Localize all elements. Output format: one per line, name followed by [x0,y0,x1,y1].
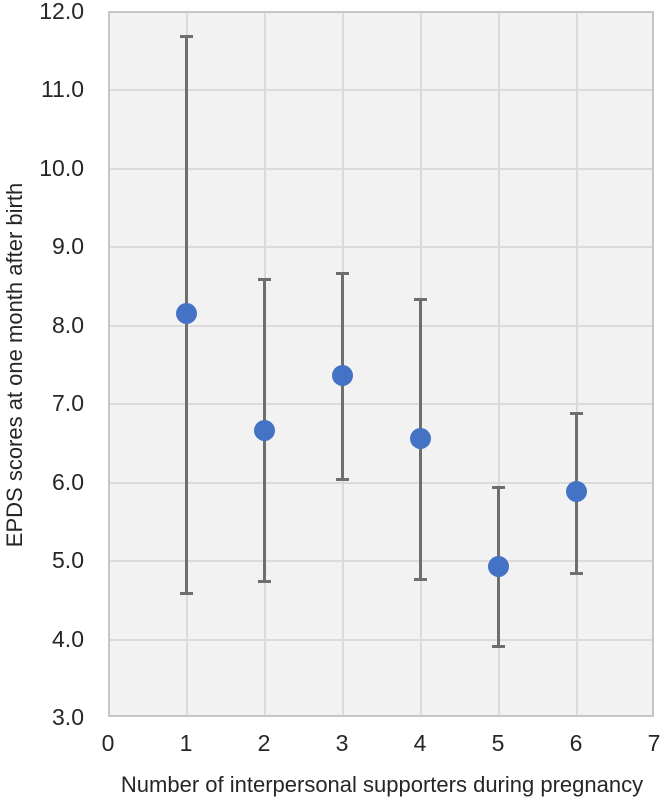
y-axis-tick-label: 3.0 [52,704,84,730]
data-point [331,365,353,387]
vertical-gridline [498,13,500,715]
y-axis-tick-label: 11.0 [40,76,84,103]
x-axis-title: Number of interpersonal supporters durin… [120,772,644,797]
error-bar-cap-top [491,486,505,490]
horizontal-gridline [110,481,652,484]
error-bar-cap-top [413,297,427,301]
error-bar-cap-bottom [569,572,583,576]
horizontal-gridline [110,403,652,406]
vertical-gridline [576,13,578,715]
x-axis-tick-label: 6 [569,730,583,756]
x-axis-tick-label: 0 [101,730,115,756]
horizontal-gridline [110,324,652,327]
y-axis-tick-label: 8.0 [52,311,84,338]
x-axis-tick-label: 2 [257,730,271,756]
error-bar-cap-top [335,271,349,275]
y-axis-tick-label: 4.0 [52,625,84,652]
data-point [409,428,431,450]
x-axis-tick-label: 5 [491,730,505,756]
data-point [175,302,197,324]
data-point [253,420,275,442]
horizontal-gridline [110,167,652,170]
y-axis-tick-label: 6.0 [52,468,84,495]
error-bar-cap-bottom [413,577,427,581]
error-bar-cap-top [569,411,583,415]
data-point [487,555,509,577]
horizontal-gridline [110,638,652,641]
y-axis-tick-label: 7.0 [52,390,84,417]
y-axis-tick-label: 10.0 [39,154,84,181]
error-bar-cap-top [257,278,271,282]
horizontal-gridline [110,89,652,92]
error-bar-cap-bottom [257,580,271,584]
x-axis-tick-label: 3 [335,730,349,756]
error-bar-cap-bottom [335,478,349,482]
x-axis-tick-label: 4 [413,730,427,756]
error-bar-cap-bottom [179,591,193,595]
error-bar-cap-bottom [491,645,505,649]
y-axis-tick-label: 9.0 [52,233,84,260]
y-axis-title: EPDS scores at one month after birth [2,182,27,548]
horizontal-gridline [110,560,652,563]
data-point [565,481,587,503]
y-axis-tick-label: 12.0 [39,0,84,24]
y-axis-tick-label: 5.0 [52,547,84,574]
x-axis-tick-label: 7 [647,730,661,756]
x-axis-tick-label: 1 [179,730,193,756]
error-bar-cap-top [179,35,193,39]
horizontal-gridline [110,246,652,249]
plot-area [108,11,654,717]
